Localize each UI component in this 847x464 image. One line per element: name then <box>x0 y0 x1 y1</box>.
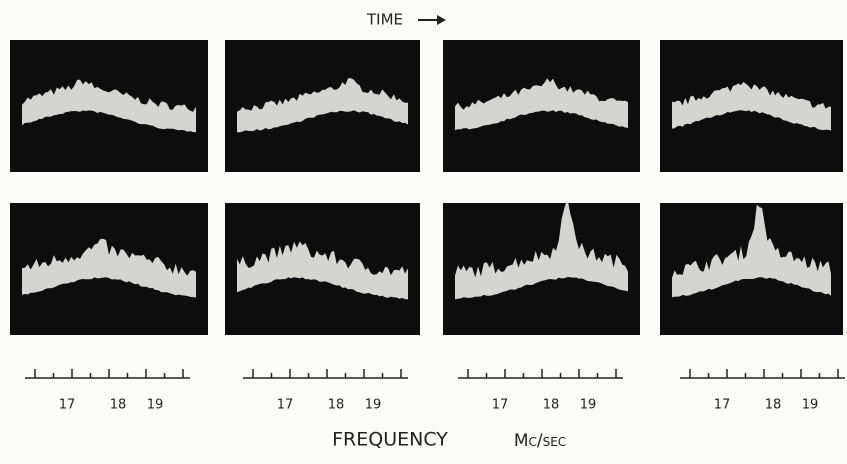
scale-label: 18 <box>543 398 560 413</box>
spectrum-trace <box>237 78 408 133</box>
spectrum-trace <box>22 238 196 298</box>
scale-label: 17 <box>492 398 509 413</box>
frequency-label: FREQUENCY <box>332 429 448 451</box>
unit-label: Mc/sec <box>514 431 566 451</box>
scale-label: 17 <box>59 398 76 413</box>
scale-label: 18 <box>765 398 782 413</box>
time-label: TIME <box>366 11 403 29</box>
scale-label: 19 <box>802 398 819 413</box>
time-arrow <box>418 15 446 25</box>
spectrum-trace <box>237 241 408 300</box>
scales: 17 18 19 17 18 19 17 18 19 17 18 19 <box>25 369 845 413</box>
arrow-head <box>437 15 446 25</box>
scale-label: 18 <box>110 398 127 413</box>
scale-label: 17 <box>714 398 731 413</box>
spectrum-trace <box>22 79 196 133</box>
scale-label: 19 <box>365 398 382 413</box>
spectrum-trace <box>455 198 628 300</box>
scale-label: 17 <box>277 398 294 413</box>
spectrum-trace <box>672 204 831 298</box>
spectrum-trace <box>455 78 628 131</box>
scale-label: 19 <box>580 398 597 413</box>
scale-label: 18 <box>328 398 345 413</box>
scale-label: 19 <box>147 398 164 413</box>
panels <box>10 40 843 335</box>
spectrum-trace <box>672 82 831 131</box>
